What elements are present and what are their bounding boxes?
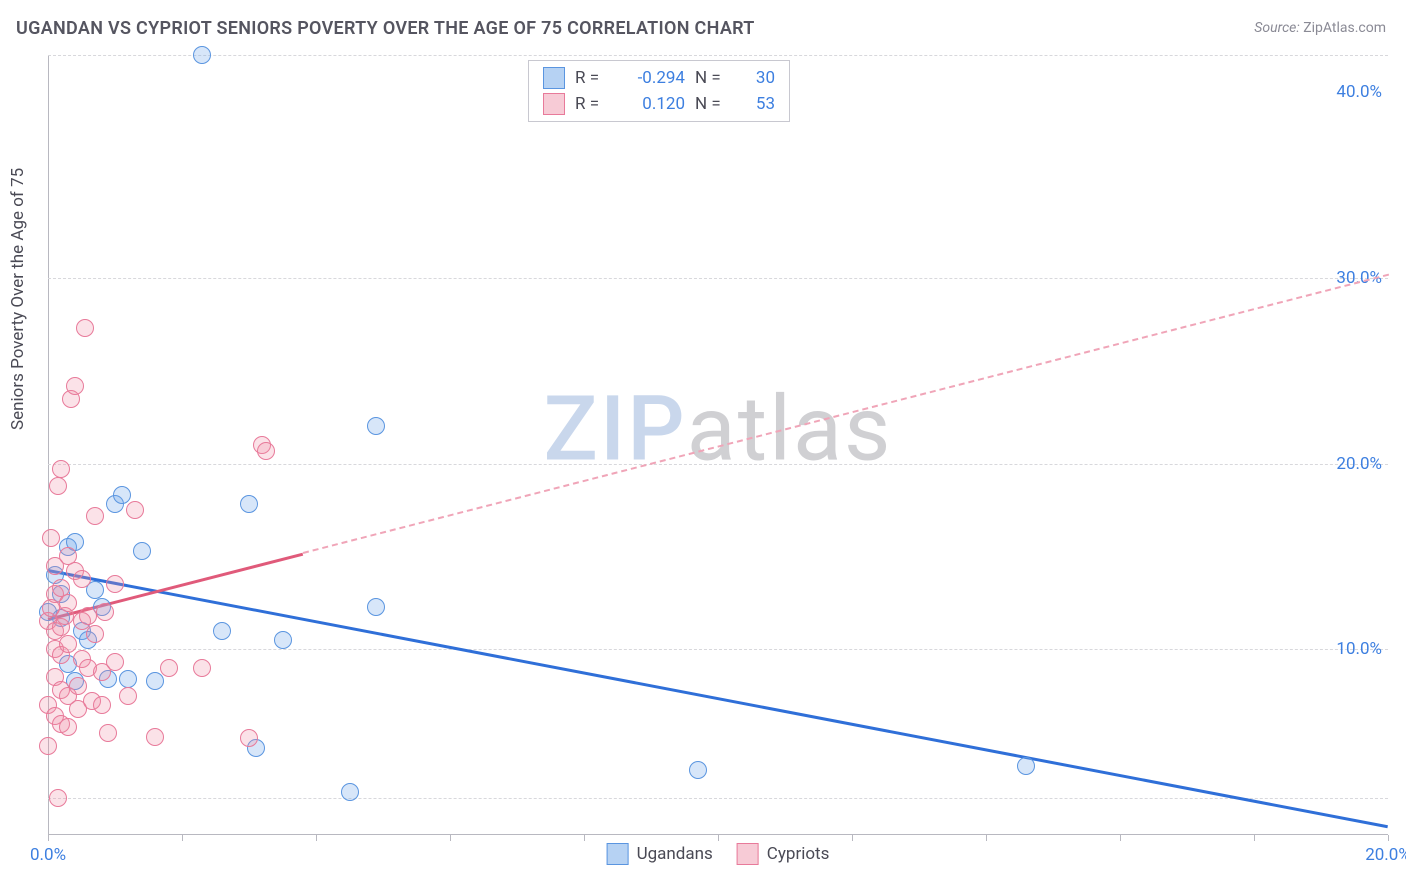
data-point — [106, 575, 124, 593]
legend-item-cypriots: Cypriots — [737, 843, 830, 865]
legend-row-ugandans: R = -0.294 N = 30 — [543, 67, 775, 89]
data-point — [49, 477, 67, 495]
data-point — [160, 659, 178, 677]
watermark: ZIPatlas — [544, 377, 893, 482]
chart-container: UGANDAN VS CYPRIOT SENIORS POVERTY OVER … — [0, 0, 1406, 892]
data-point — [86, 507, 104, 525]
x-tick-mark — [986, 835, 987, 841]
data-point — [113, 486, 131, 504]
x-tick-mark — [316, 835, 317, 841]
data-point — [367, 598, 385, 616]
x-tick-mark — [584, 835, 585, 841]
data-point — [73, 570, 91, 588]
data-point — [52, 460, 70, 478]
source-attribution: Source: ZipAtlas.com — [1254, 20, 1386, 36]
swatch-icon — [543, 67, 565, 89]
swatch-icon — [607, 843, 629, 865]
x-tick-mark — [1120, 835, 1121, 841]
x-tick-mark — [450, 835, 451, 841]
data-point — [1017, 757, 1035, 775]
data-point — [341, 783, 359, 801]
data-point — [133, 542, 151, 560]
x-tick-label: 20.0% — [1365, 845, 1406, 865]
n-value: 53 — [735, 94, 775, 114]
gridline — [48, 464, 1388, 465]
x-tick-mark — [1254, 835, 1255, 841]
gridline — [48, 55, 1388, 56]
r-value: 0.120 — [615, 94, 685, 114]
y-tick-label: 40.0% — [1336, 82, 1382, 102]
data-point — [146, 672, 164, 690]
legend-label: Ugandans — [637, 844, 713, 864]
data-point — [119, 670, 137, 688]
series-legend: Ugandans Cypriots — [607, 843, 830, 865]
x-tick-mark — [718, 835, 719, 841]
x-tick-mark — [852, 835, 853, 841]
gridline — [48, 798, 1388, 799]
x-tick-mark — [1388, 835, 1389, 841]
data-point — [257, 442, 275, 460]
swatch-icon — [543, 93, 565, 115]
n-label: N = — [695, 94, 725, 114]
data-point — [274, 631, 292, 649]
watermark-part1: ZIP — [544, 377, 687, 482]
correlation-legend: R = -0.294 N = 30 R = 0.120 N = 53 — [528, 60, 790, 122]
data-point — [119, 687, 137, 705]
chart-title: UGANDAN VS CYPRIOT SENIORS POVERTY OVER … — [16, 18, 755, 39]
n-label: N = — [695, 68, 725, 88]
gridline — [48, 278, 1388, 279]
data-point — [240, 495, 258, 513]
watermark-part2: atlas — [687, 377, 893, 482]
data-point — [689, 761, 707, 779]
data-point — [367, 417, 385, 435]
trend-line — [48, 569, 1388, 828]
data-point — [126, 501, 144, 519]
data-point — [59, 594, 77, 612]
data-point — [213, 622, 231, 640]
data-point — [106, 653, 124, 671]
source-value: ZipAtlas.com — [1303, 20, 1386, 36]
data-point — [69, 677, 87, 695]
r-label: R = — [575, 94, 605, 114]
data-point — [146, 728, 164, 746]
data-point — [240, 729, 258, 747]
data-point — [193, 46, 211, 64]
data-point — [86, 625, 104, 643]
gridline — [48, 649, 1388, 650]
r-label: R = — [575, 68, 605, 88]
n-value: 30 — [735, 68, 775, 88]
data-point — [93, 696, 111, 714]
plot-area: ZIPatlas R = -0.294 N = 30 R = 0.120 N =… — [48, 55, 1388, 835]
data-point — [76, 319, 94, 337]
data-point — [193, 659, 211, 677]
y-tick-label: 20.0% — [1336, 454, 1382, 474]
data-point — [99, 724, 117, 742]
data-point — [79, 607, 97, 625]
data-point — [39, 737, 57, 755]
r-value: -0.294 — [615, 68, 685, 88]
legend-item-ugandans: Ugandans — [607, 843, 713, 865]
swatch-icon — [737, 843, 759, 865]
data-point — [49, 789, 67, 807]
trend-line — [302, 274, 1388, 554]
data-point — [59, 718, 77, 736]
y-tick-label: 10.0% — [1336, 639, 1382, 659]
data-point — [59, 635, 77, 653]
x-tick-mark — [182, 835, 183, 841]
y-axis-label: Seniors Poverty Over the Age of 75 — [8, 168, 28, 430]
source-label: Source: — [1254, 20, 1299, 36]
data-point — [42, 529, 60, 547]
legend-row-cypriots: R = 0.120 N = 53 — [543, 93, 775, 115]
legend-label: Cypriots — [767, 844, 830, 864]
x-tick-label: 0.0% — [30, 845, 66, 865]
x-tick-mark — [48, 835, 49, 841]
data-point — [66, 377, 84, 395]
data-point — [96, 603, 114, 621]
